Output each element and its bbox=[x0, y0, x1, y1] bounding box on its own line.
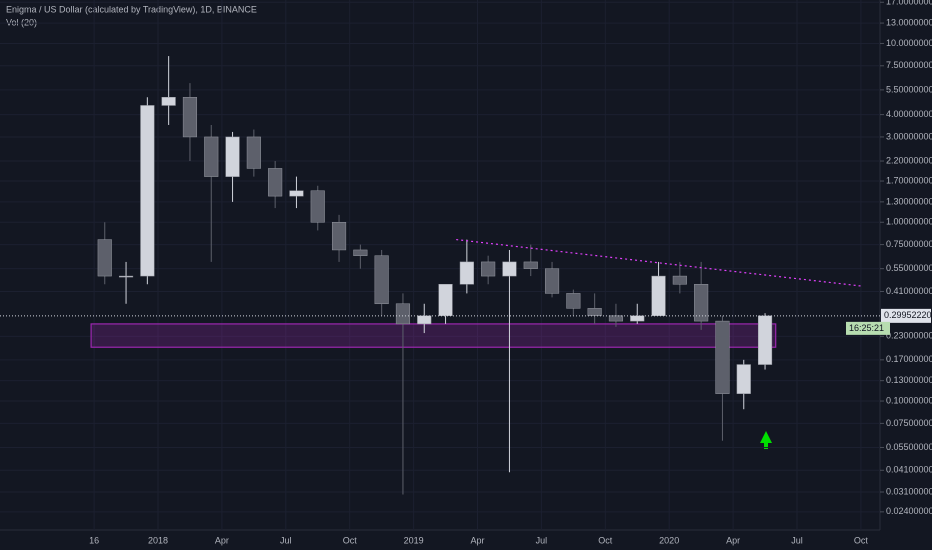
y-tick-label: 7.50000000 bbox=[886, 60, 932, 70]
x-tick-label: Apr bbox=[470, 535, 484, 545]
y-tick-label: 0.02400000 bbox=[886, 506, 932, 516]
candle-body bbox=[395, 303, 411, 325]
y-tick-label: 0.13000000 bbox=[886, 375, 932, 385]
y-tick-label: 0.55000000 bbox=[886, 263, 932, 273]
last-price-label: 0.29952220 bbox=[884, 310, 932, 320]
y-tick-label: 2.20000000 bbox=[886, 155, 932, 165]
candle-body bbox=[118, 275, 134, 278]
candle-body bbox=[289, 190, 304, 197]
y-tick-label: 1.00000000 bbox=[886, 217, 932, 227]
candle-body bbox=[331, 221, 347, 251]
candle-body bbox=[651, 275, 666, 316]
candle-body bbox=[630, 315, 645, 322]
x-tick-label: Jul bbox=[791, 535, 803, 545]
indicator-label: Vol (20) bbox=[6, 17, 37, 27]
candle-body bbox=[161, 97, 176, 106]
candle-body bbox=[481, 261, 496, 277]
y-tick-label: 0.41000000 bbox=[886, 286, 932, 296]
candle-body bbox=[672, 275, 687, 285]
y-tick-label: 10.00000000 bbox=[886, 38, 932, 48]
y-tick-label: 17.00000000 bbox=[886, 0, 932, 7]
candle-body bbox=[438, 284, 453, 316]
candle-body bbox=[246, 136, 261, 169]
candle-body bbox=[566, 293, 581, 309]
candle-body bbox=[97, 239, 112, 277]
candle-body bbox=[715, 320, 730, 394]
candle-body bbox=[182, 97, 198, 138]
candle-body bbox=[374, 255, 389, 305]
x-tick-label: 16 bbox=[89, 535, 99, 545]
countdown-label: 16:25:21 bbox=[849, 323, 884, 333]
y-tick-label: 0.10000000 bbox=[886, 395, 932, 405]
y-tick-label: 0.75000000 bbox=[886, 239, 932, 249]
candle-body bbox=[694, 284, 709, 322]
x-tick-label: Apr bbox=[215, 535, 229, 545]
y-tick-label: 1.70000000 bbox=[886, 175, 932, 185]
candle-body bbox=[353, 249, 368, 256]
y-tick-label: 1.30000000 bbox=[886, 196, 932, 206]
y-tick-label: 4.00000000 bbox=[886, 109, 932, 119]
y-tick-label: 0.05500000 bbox=[886, 442, 932, 452]
y-tick-label: 0.17000000 bbox=[886, 354, 932, 364]
y-tick-label: 0.23000000 bbox=[886, 331, 932, 341]
candle-body bbox=[587, 308, 602, 316]
candle-body bbox=[757, 315, 773, 365]
x-tick-label: Apr bbox=[726, 535, 740, 545]
candle-body bbox=[140, 105, 155, 277]
x-tick-label: 2020 bbox=[659, 535, 679, 545]
countdown-box bbox=[846, 321, 890, 335]
last-price-box bbox=[881, 308, 931, 323]
x-tick-label: Oct bbox=[854, 535, 869, 545]
candle-body bbox=[225, 136, 240, 177]
y-tick-label: 0.07500000 bbox=[886, 418, 932, 428]
candle-body bbox=[417, 315, 432, 325]
chart-title: Enigma / US Dollar (calculated by Tradin… bbox=[6, 4, 257, 14]
candle-body bbox=[502, 261, 517, 277]
arrow-icon bbox=[760, 431, 772, 449]
x-tick-label: Jul bbox=[536, 535, 548, 545]
y-tick-label: 0.03100000 bbox=[886, 486, 932, 496]
candle-body bbox=[310, 190, 325, 223]
y-tick-label: 13.00000000 bbox=[886, 17, 932, 27]
candle-body bbox=[523, 261, 538, 269]
x-tick-label: Oct bbox=[598, 535, 613, 545]
y-tick-label: 5.50000000 bbox=[886, 84, 932, 94]
candle-body bbox=[459, 261, 474, 285]
candle-body bbox=[544, 268, 560, 294]
y-tick-label: 3.00000000 bbox=[886, 131, 932, 141]
candle-body bbox=[204, 136, 219, 177]
x-tick-label: 2018 bbox=[148, 535, 168, 545]
y-tick-label: 0.04100000 bbox=[886, 465, 932, 475]
x-tick-label: Oct bbox=[343, 535, 358, 545]
zone bbox=[90, 323, 777, 348]
x-tick-label: Jul bbox=[280, 535, 292, 545]
candle-body bbox=[268, 168, 283, 197]
candle-body bbox=[736, 364, 751, 394]
candle-body bbox=[608, 315, 624, 322]
x-tick-label: 2019 bbox=[404, 535, 424, 545]
